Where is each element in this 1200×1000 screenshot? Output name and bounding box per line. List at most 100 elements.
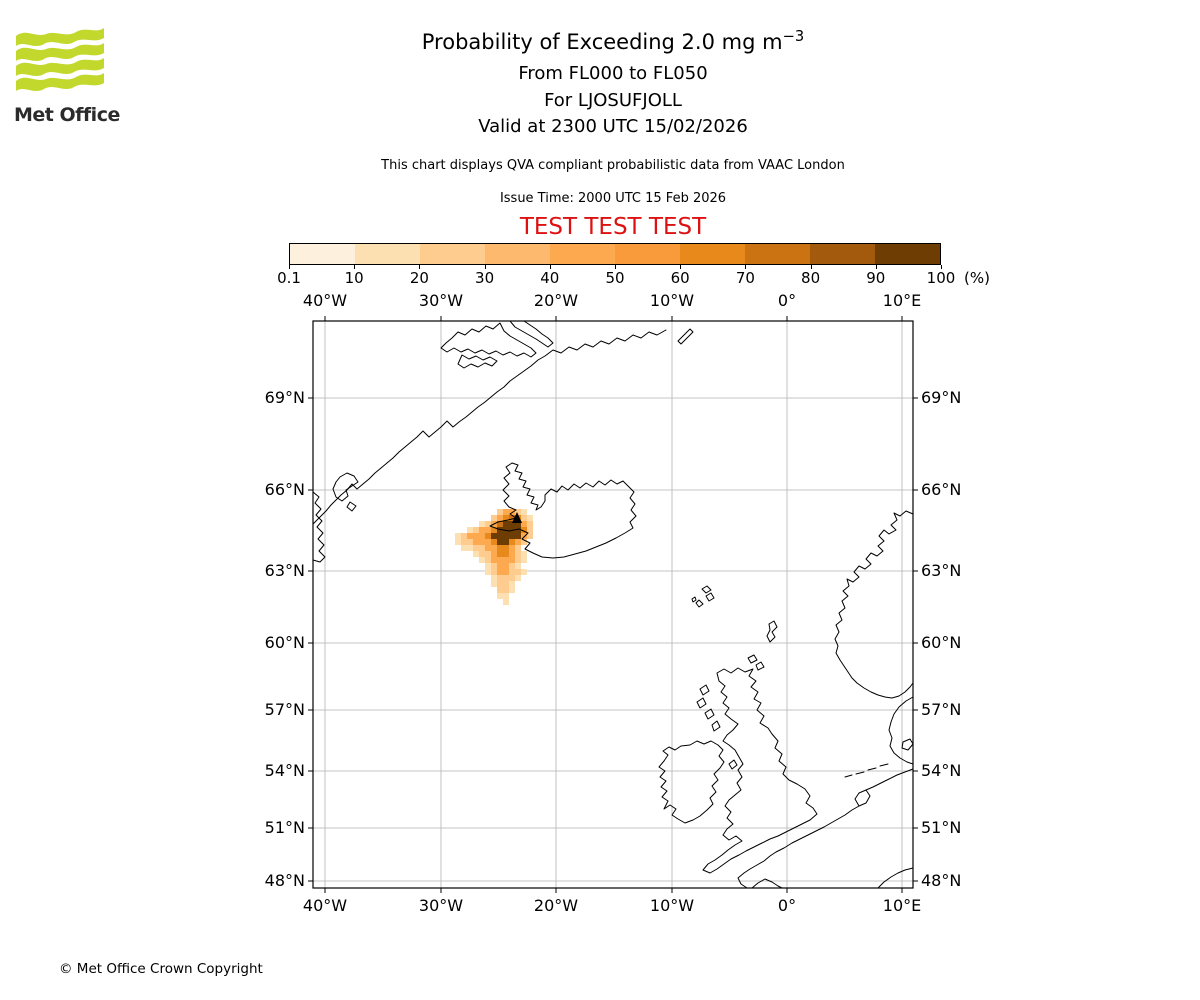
- plume-cell: [521, 539, 527, 545]
- plume-cell: [521, 527, 527, 533]
- lat-label-right: 48°N: [921, 871, 962, 890]
- volcano-marker: [512, 512, 522, 523]
- plume-cell: [479, 521, 485, 527]
- coastlines: [312, 320, 914, 889]
- plume-cell: [485, 539, 491, 545]
- plume-cell: [509, 533, 515, 539]
- lat-label-left: 57°N: [264, 700, 305, 719]
- coastline-greenland-island-1: [332, 472, 359, 502]
- met-office-logo: Met Office: [14, 26, 124, 126]
- plume-cell: [497, 533, 503, 539]
- coastline-orkney-1: [747, 654, 758, 664]
- colorbar-tick: [289, 265, 290, 269]
- colorbar-tick-label: 90: [866, 269, 886, 287]
- subtitle-valid-time: Valid at 2300 UTC 15/02/2026: [478, 116, 748, 137]
- plume-cell: [485, 533, 491, 539]
- coastline-hebrides-1: [699, 684, 710, 696]
- lon-label-bottom: 40°W: [302, 896, 348, 915]
- coastline-greenland-fjord-2: [509, 320, 554, 348]
- plume-cell: [509, 563, 515, 569]
- plume-cell: [515, 557, 521, 563]
- plume-cell: [497, 569, 503, 575]
- lat-label-right: 69°N: [921, 388, 962, 407]
- colorbar-tick: [745, 265, 747, 269]
- plume-cell: [503, 533, 509, 539]
- plume-cell: [527, 515, 533, 521]
- colorbar-segment-1: [290, 244, 355, 264]
- plume-cell: [491, 575, 497, 581]
- plume-cell: [503, 593, 509, 599]
- coastline-great-britain: [702, 667, 818, 874]
- plume-cell: [503, 551, 509, 557]
- plume-cell: [479, 527, 485, 533]
- lon-label-bottom: 10°W: [649, 896, 695, 915]
- plume-cell: [521, 521, 527, 527]
- colorbar-tick: [941, 265, 942, 269]
- plume-cell: [503, 599, 509, 605]
- lat-label-left: 54°N: [264, 761, 305, 780]
- coastline-greenland-left-edge: [312, 491, 326, 563]
- colorbar-tick: [810, 265, 812, 269]
- colorbar-tick-label: 60: [670, 269, 690, 287]
- plume-cell: [509, 551, 515, 557]
- plume-cell: [461, 539, 467, 545]
- plume-cell: [509, 509, 515, 515]
- colorbar-segment-8: [745, 244, 810, 264]
- coastline-normandy: [751, 878, 783, 889]
- page-title: Probability of Exceeding 2.0 mg m−3: [0, 28, 1200, 54]
- plume-cell: [491, 539, 497, 545]
- met-office-logo-text: Met Office: [14, 104, 120, 126]
- colorbar-segment-6: [615, 244, 680, 264]
- plume-cell: [509, 575, 515, 581]
- colorbar-tick-label: 100: [926, 269, 956, 287]
- plume-cell: [479, 533, 485, 539]
- coastline-iceland: [489, 462, 637, 559]
- map-border: [312, 320, 914, 889]
- plume-cell: [485, 527, 491, 533]
- plume-cell: [503, 521, 509, 527]
- plume-cell: [455, 539, 461, 545]
- colorbar-tick-label: 40: [540, 269, 560, 287]
- plume-cell: [527, 533, 533, 539]
- plume-cell: [521, 557, 527, 563]
- colorbar-tick: [615, 265, 616, 269]
- plume-cell: [497, 593, 503, 599]
- plume-cell: [509, 587, 515, 593]
- lon-label-top: 30°W: [418, 291, 464, 310]
- colorbar-tick: [354, 265, 356, 269]
- colorbar-tick-label: 20: [409, 269, 429, 287]
- plume-cell: [497, 581, 503, 587]
- plume-cell: [491, 515, 497, 521]
- colorbar-tick: [549, 265, 551, 269]
- test-banner: TEST TEST TEST: [519, 214, 707, 240]
- plume-cell: [503, 575, 509, 581]
- colorbar-segment-5: [550, 244, 615, 264]
- plume-cell: [521, 509, 527, 515]
- lat-label-right: 51°N: [921, 818, 962, 837]
- plume-cell: [515, 539, 521, 545]
- coastline-greenland-fjord-1: [440, 322, 537, 358]
- colorbar-tick: [419, 265, 421, 269]
- plume-cell: [509, 515, 515, 521]
- coastline-jan-mayen: [677, 328, 694, 345]
- colorbar-segment-2: [355, 244, 420, 264]
- colorbar-tick-label: 30: [475, 269, 495, 287]
- plume-cell: [491, 551, 497, 557]
- plume-cell: [521, 569, 527, 575]
- colorbar-segment-7: [680, 244, 745, 264]
- lon-label-bottom: 10°E: [882, 896, 922, 915]
- coastline-netherlands: [854, 768, 914, 807]
- plume-cell: [503, 569, 509, 575]
- lon-label-top: 10°E: [882, 291, 922, 310]
- colorbar-tick-label: 0.1: [277, 269, 301, 287]
- plume-cell: [497, 551, 503, 557]
- title-text: Probability of Exceeding 2.0 mg m: [421, 30, 783, 54]
- plume-cell: [527, 527, 533, 533]
- plume-cell: [509, 569, 515, 575]
- plume-cell: [497, 545, 503, 551]
- coastline-greenland-fjord-3: [457, 354, 498, 369]
- lat-label-right: 60°N: [921, 633, 962, 652]
- plume-cell: [485, 521, 491, 527]
- colorbar-unit-label: (%): [964, 269, 990, 287]
